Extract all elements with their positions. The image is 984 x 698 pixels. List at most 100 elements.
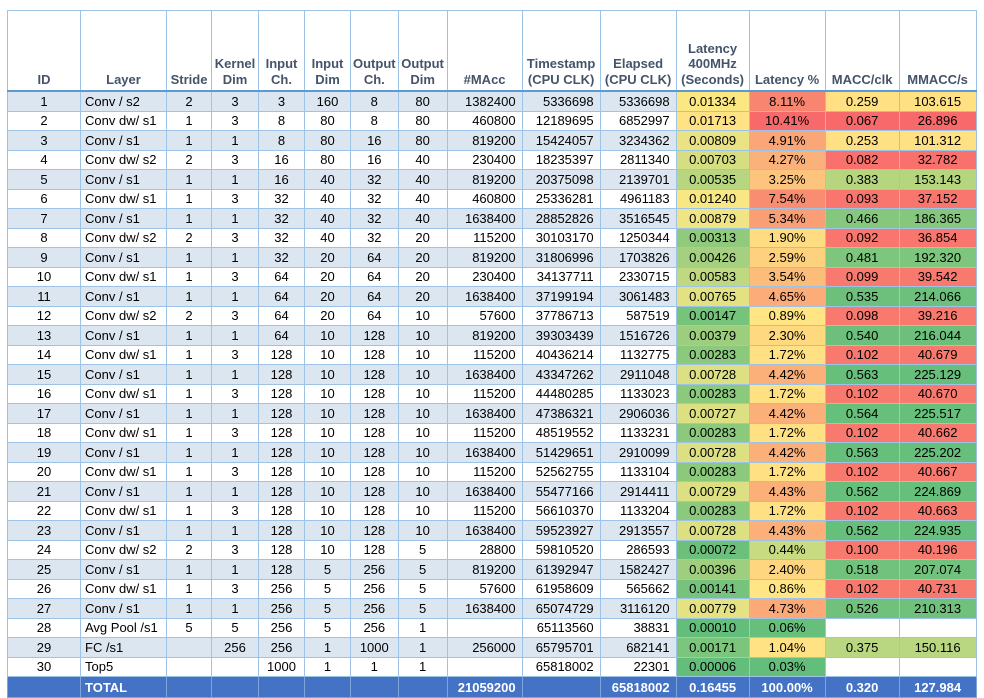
cell-latency-pct[interactable]: 1.72% <box>748 461 826 482</box>
cell-input-dim[interactable]: 10 <box>304 520 351 541</box>
cell-layer[interactable]: Conv dw/ s1 <box>80 266 167 287</box>
cell-latency-pct[interactable]: 3.25% <box>748 169 826 190</box>
cell-output-ch[interactable]: 8 <box>350 110 399 131</box>
cell-input-ch[interactable]: 128 <box>258 520 305 541</box>
cell-macc[interactable]: 230400 <box>446 266 523 287</box>
cell-timestamp[interactable]: 65795701 <box>521 637 601 658</box>
cell-latency[interactable]: 0.00535 <box>675 169 750 190</box>
cell-layer[interactable]: Conv dw/ s1 <box>80 383 167 404</box>
cell-mmacc-s[interactable]: 39.542 <box>898 266 977 287</box>
cell-layer[interactable]: Conv / s1 <box>80 364 167 385</box>
cell-stride[interactable] <box>166 637 212 658</box>
cell-mmacc-s[interactable]: 40.662 <box>898 422 977 443</box>
cell-kernel-dim[interactable] <box>211 656 259 677</box>
cell-input-ch[interactable]: 32 <box>258 208 305 229</box>
cell-input-dim[interactable]: 80 <box>304 149 351 170</box>
cell-macc-clk[interactable]: 0.564 <box>824 403 900 424</box>
cell-stride[interactable]: 2 <box>166 149 212 170</box>
cell-timestamp[interactable]: 12189695 <box>521 110 601 131</box>
cell-input-dim[interactable]: 40 <box>304 169 351 190</box>
cell-mmacc-s[interactable]: 40.670 <box>898 383 977 404</box>
cell-layer[interactable]: Conv / s1 <box>80 442 167 463</box>
cell-timestamp[interactable]: 65074729 <box>521 598 601 619</box>
cell-kernel-dim[interactable]: 3 <box>211 149 259 170</box>
cell-elapsed[interactable]: 587519 <box>599 305 677 326</box>
cell-elapsed[interactable]: 1516726 <box>599 325 677 346</box>
cell-timestamp[interactable]: 34137711 <box>521 266 601 287</box>
cell-id[interactable]: 15 <box>7 364 81 385</box>
cell-input-dim[interactable]: 5 <box>304 617 351 638</box>
cell-timestamp[interactable]: 37786713 <box>521 305 601 326</box>
cell-output-dim[interactable]: 5 <box>397 598 448 619</box>
cell-elapsed[interactable]: 3234362 <box>599 130 677 151</box>
cell-stride[interactable] <box>166 656 212 677</box>
cell-kernel-dim[interactable]: 3 <box>211 90 259 112</box>
cell-kernel-dim[interactable]: 3 <box>211 383 259 404</box>
cell-kernel-dim[interactable]: 1 <box>211 247 259 268</box>
cell-input-dim[interactable]: 40 <box>304 188 351 209</box>
cell-output-dim[interactable]: 10 <box>397 520 448 541</box>
cell-input-dim[interactable]: 10 <box>304 364 351 385</box>
cell-layer[interactable]: Conv / s1 <box>80 481 167 502</box>
cell-elapsed[interactable]: 565662 <box>599 578 677 599</box>
cell-id[interactable]: 5 <box>7 169 81 190</box>
cell-layer[interactable]: Conv dw/ s1 <box>80 500 167 521</box>
cell-id[interactable]: 11 <box>7 286 81 307</box>
cell-timestamp[interactable]: 59523927 <box>521 520 601 541</box>
cell-id[interactable]: 26 <box>7 578 81 599</box>
cell-input-ch[interactable]: 256 <box>258 617 305 638</box>
cell-output-ch[interactable]: 128 <box>350 461 399 482</box>
cell-timestamp[interactable]: 61958609 <box>521 578 601 599</box>
cell-input-ch[interactable]: 128 <box>258 364 305 385</box>
cell-elapsed[interactable]: 1133023 <box>599 383 677 404</box>
cell-layer[interactable]: Conv / s1 <box>80 325 167 346</box>
cell-output-dim[interactable]: 40 <box>397 208 448 229</box>
cell-layer[interactable]: FC /s1 <box>80 637 167 658</box>
cell-layer[interactable]: Conv / s2 <box>80 90 167 112</box>
cell-latency-pct[interactable]: 4.43% <box>748 520 826 541</box>
cell-output-ch[interactable]: 256 <box>350 578 399 599</box>
cell-input-dim[interactable]: 5 <box>304 598 351 619</box>
cell-mmacc-s[interactable]: 214.066 <box>898 286 977 307</box>
cell-macc[interactable]: 57600 <box>446 305 523 326</box>
cell-output-ch[interactable]: 1000 <box>350 637 399 658</box>
cell-macc[interactable]: 115200 <box>446 227 523 248</box>
cell-latency-pct[interactable]: 4.91% <box>748 130 826 151</box>
cell-output-dim[interactable]: 5 <box>397 578 448 599</box>
cell-macc[interactable]: 819200 <box>446 247 523 268</box>
cell-timestamp[interactable]: 55477166 <box>521 481 601 502</box>
cell-mmacc-s[interactable]: 40.196 <box>898 539 977 560</box>
cell-id[interactable]: 20 <box>7 461 81 482</box>
cell-latency[interactable]: 0.00283 <box>675 422 750 443</box>
cell-macc-clk[interactable]: 0.093 <box>824 188 900 209</box>
cell-output-ch[interactable]: 256 <box>350 559 399 580</box>
cell-input-ch[interactable]: 256 <box>258 578 305 599</box>
cell-mmacc-s[interactable]: 210.313 <box>898 598 977 619</box>
cell-stride[interactable]: 5 <box>166 617 212 638</box>
cell-output-dim[interactable]: 10 <box>397 461 448 482</box>
cell-output-dim[interactable]: 20 <box>397 247 448 268</box>
cell-timestamp[interactable]: 37199194 <box>521 286 601 307</box>
cell-stride[interactable]: 1 <box>166 461 212 482</box>
cell-output-dim[interactable]: 40 <box>397 149 448 170</box>
col-header-stride[interactable]: Stride <box>166 10 212 92</box>
cell-mmacc-s[interactable] <box>898 656 977 677</box>
cell-input-dim[interactable]: 20 <box>304 305 351 326</box>
cell-input-ch[interactable]: 8 <box>258 110 305 131</box>
cell-output-ch[interactable]: 128 <box>350 403 399 424</box>
cell-macc-clk[interactable]: 0.099 <box>824 266 900 287</box>
cell-timestamp[interactable]: 18235397 <box>521 149 601 170</box>
cell-input-ch[interactable]: 64 <box>258 305 305 326</box>
cell-input-dim[interactable]: 40 <box>304 208 351 229</box>
cell-kernel-dim[interactable]: 3 <box>211 305 259 326</box>
cell-output-ch[interactable]: 128 <box>350 344 399 365</box>
cell-input-dim[interactable]: 80 <box>304 110 351 131</box>
cell-macc-clk[interactable]: 0.540 <box>824 325 900 346</box>
col-header-output-dim[interactable]: Output Dim <box>397 10 448 92</box>
cell-latency-pct[interactable]: 4.65% <box>748 286 826 307</box>
cell-latency[interactable]: 0.00765 <box>675 286 750 307</box>
cell-id[interactable]: 18 <box>7 422 81 443</box>
col-header-id[interactable]: ID <box>7 10 81 92</box>
cell-id[interactable]: 23 <box>7 520 81 541</box>
cell-macc[interactable]: 57600 <box>446 578 523 599</box>
